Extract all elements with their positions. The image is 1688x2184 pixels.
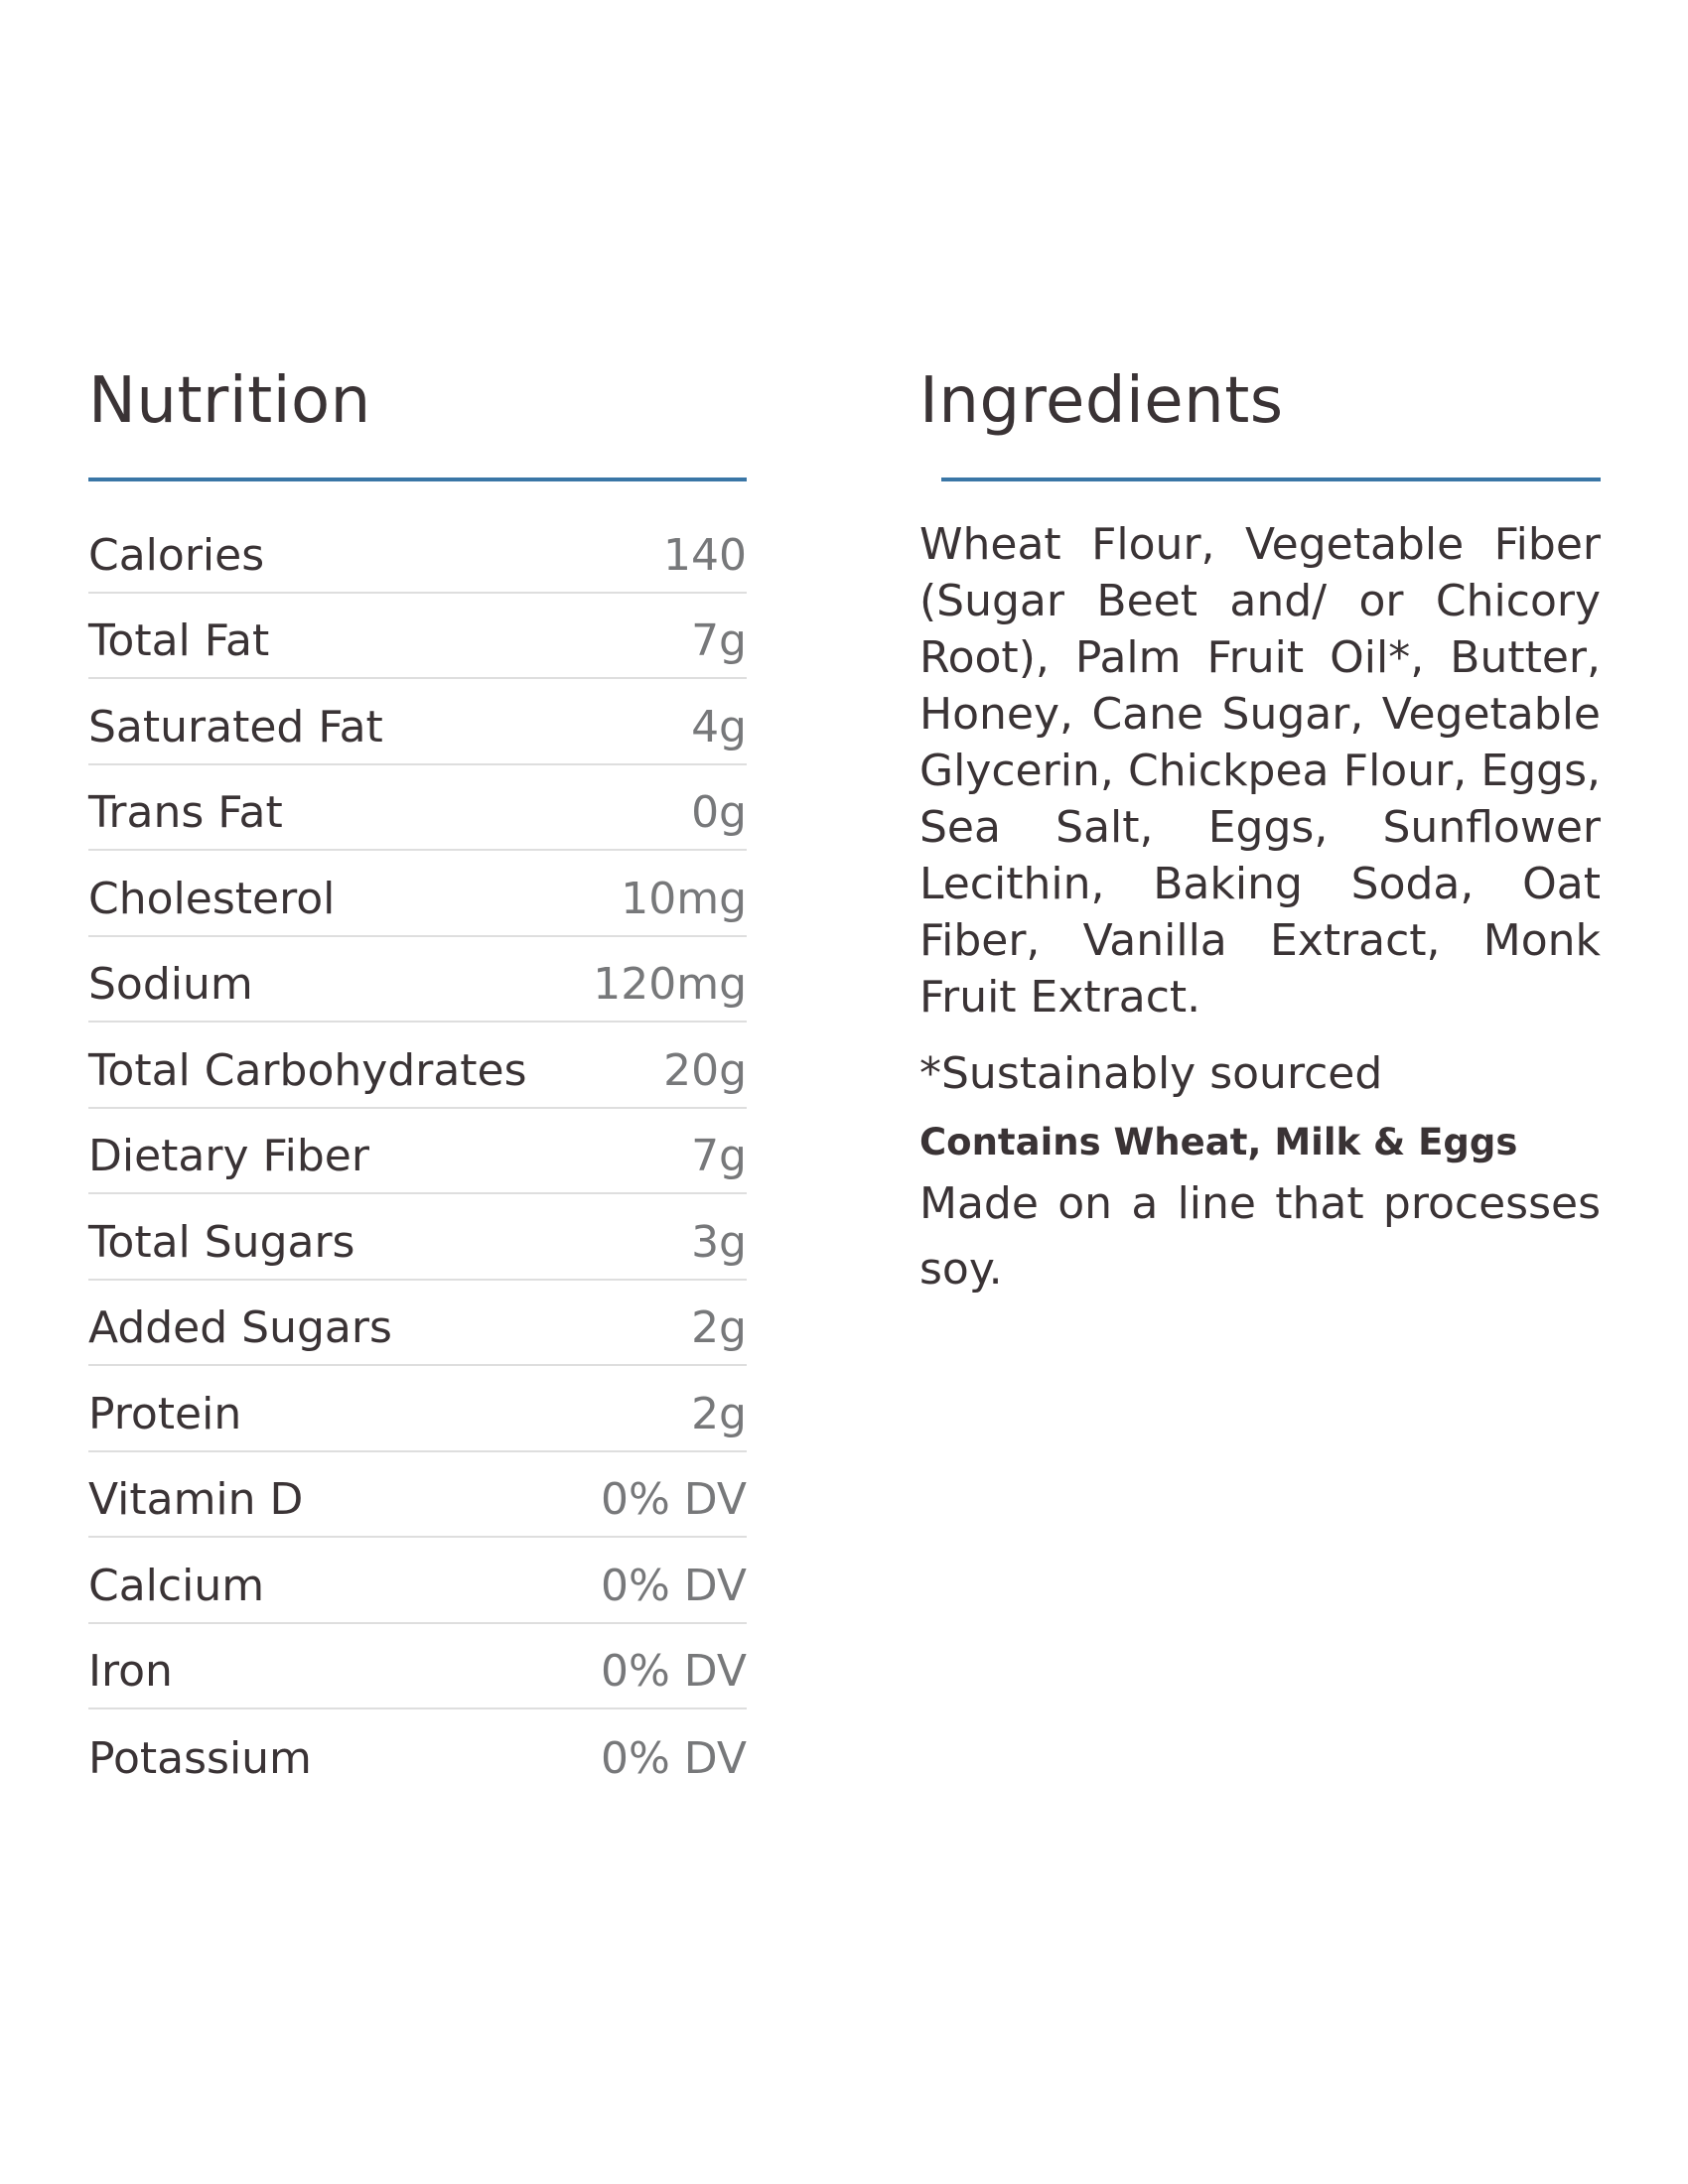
nutrition-row-vitamin-d: Vitamin D 0% DV (88, 1452, 747, 1538)
nutrient-label: Vitamin D (88, 1474, 304, 1526)
nutrient-label: Calcium (88, 1560, 265, 1611)
nutrient-label: Saturated Fat (88, 701, 383, 752)
nutrient-label: Added Sugars (88, 1302, 392, 1354)
ingredients-divider (941, 478, 1601, 481)
nutrition-title: Nutrition (88, 364, 371, 438)
nutrition-row-total-sugars: Total Sugars 3g (88, 1194, 747, 1281)
nutrient-value: 140 (663, 529, 747, 581)
nutrition-row-potassium: Potassium 0% DV (88, 1709, 747, 1796)
nutrient-value: 2g (691, 1302, 747, 1354)
nutrient-value: 0% DV (601, 1732, 747, 1784)
nutrient-value: 7g (691, 1131, 747, 1182)
nutrition-row-added-sugars: Added Sugars 2g (88, 1281, 747, 1366)
nutrient-value: 7g (691, 615, 747, 667)
nutrition-row-trans-fat: Trans Fat 0g (88, 765, 747, 851)
ingredients-title: Ingredients (919, 364, 1284, 438)
nutrient-value: 4g (691, 701, 747, 752)
allergen-statement: Contains Wheat, Milk & Eggs (919, 1121, 1518, 1163)
nutrition-row-iron: Iron 0% DV (88, 1624, 747, 1709)
nutrient-label: Dietary Fiber (88, 1131, 369, 1182)
nutrition-row-dietary-fiber: Dietary Fiber 7g (88, 1109, 747, 1194)
nutrition-row-saturated-fat: Saturated Fat 4g (88, 679, 747, 765)
ingredients-list-text: Wheat Flour, Vegetable Fiber (Sugar Beet… (919, 519, 1601, 1023)
nutrient-value: 2g (691, 1388, 747, 1439)
cross-contact-note: Made on a line that processes soy. (919, 1178, 1601, 1295)
nutrition-table: Calories 140 Total Fat 7g Saturated Fat … (88, 507, 747, 1796)
nutrient-label: Total Fat (88, 615, 270, 667)
nutrition-row-total-carbohydrates: Total Carbohydrates 20g (88, 1023, 747, 1109)
nutrient-value: 0% DV (601, 1560, 747, 1611)
nutrition-row-cholesterol: Cholesterol 10mg (88, 851, 747, 937)
nutrient-value: 0g (691, 787, 747, 839)
nutrient-label: Protein (88, 1388, 242, 1439)
nutrient-label: Iron (88, 1646, 173, 1698)
nutrient-value: 20g (663, 1044, 747, 1096)
nutrient-label: Total Sugars (88, 1216, 355, 1268)
nutrient-label: Calories (88, 529, 265, 581)
nutrient-value: 120mg (593, 959, 747, 1011)
nutrient-value: 0% DV (601, 1646, 747, 1698)
nutrient-value: 10mg (621, 873, 747, 924)
ingredients-panel: Wheat Flour, Vegetable Fiber (Sugar Beet… (919, 516, 1601, 1302)
nutrition-row-sodium: Sodium 120mg (88, 937, 747, 1023)
nutrient-label: Potassium (88, 1732, 312, 1784)
nutrient-value: 0% DV (601, 1474, 747, 1526)
nutrient-label: Trans Fat (88, 787, 283, 839)
nutrition-row-calories: Calories 140 (88, 507, 747, 594)
nutrient-label: Cholesterol (88, 873, 336, 924)
nutrition-row-calcium: Calcium 0% DV (88, 1538, 747, 1624)
sustainably-sourced-footnote: *Sustainably sourced (919, 1048, 1383, 1099)
nutrition-row-total-fat: Total Fat 7g (88, 594, 747, 679)
nutrient-value: 3g (691, 1216, 747, 1268)
nutrient-label: Sodium (88, 959, 253, 1011)
nutrition-row-protein: Protein 2g (88, 1366, 747, 1452)
nutrition-divider (88, 478, 747, 481)
nutrient-label: Total Carbohydrates (88, 1044, 527, 1096)
